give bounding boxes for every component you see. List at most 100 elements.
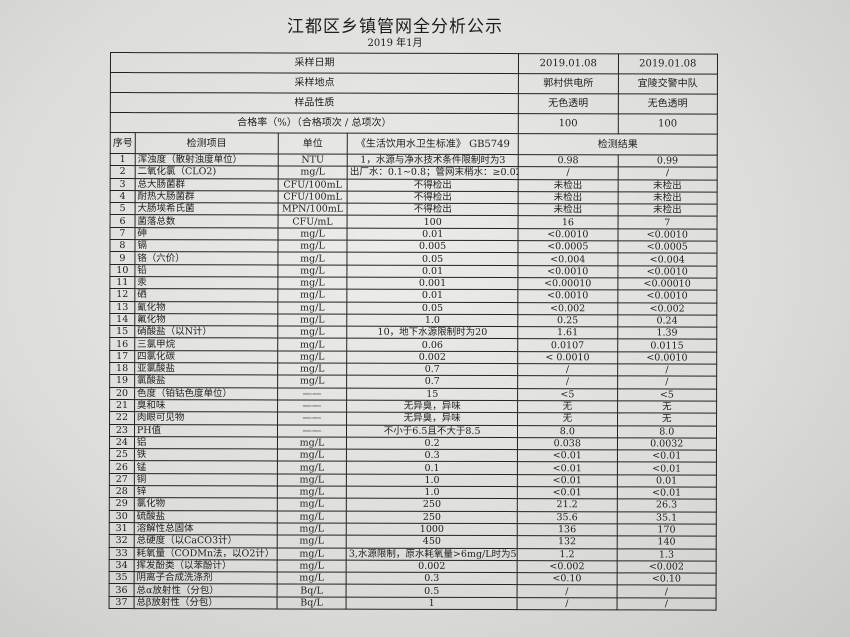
cell-result-2: <0.002 (617, 302, 717, 315)
table-row: 36 总α放射性（分包） Bq/L 0.5// (109, 583, 717, 598)
meta-row: 样品性质 无色透明 无色透明 (110, 92, 718, 115)
cell-item: 砷 (134, 227, 278, 241)
cell-standard: 450 (346, 535, 518, 549)
cell-result-2: 0.01 (616, 474, 717, 488)
cell-result-2: 35.1 (616, 511, 717, 524)
cell-seq: 23 (109, 424, 135, 437)
cell-unit: mg/L (277, 264, 348, 278)
cell-item: 耐热大肠菌群 (134, 190, 278, 204)
cell-item: PH值 (134, 424, 278, 437)
cell-result-1: <0.0010 (518, 265, 618, 278)
cell-item: 汞 (134, 276, 278, 290)
cell-result-2: <0.0010 (617, 290, 717, 303)
cell-result-1: <0.0005 (518, 240, 618, 254)
cell-item: 亚氯酸盐 (134, 362, 278, 376)
cell-seq: 31 (109, 522, 135, 535)
cell-seq: 10 (109, 264, 135, 277)
cell-seq: 20 (109, 387, 135, 400)
cell-seq: 19 (109, 374, 135, 388)
cell-unit: mg/L (277, 289, 348, 302)
water-analysis-table: 采样日期 2019.01.08 2019.01.08 采样地点 郭村供电所 宜陵交警中队样… (109, 52, 718, 611)
cell-result-1: 未检出 (518, 179, 618, 192)
cell-standard: 0.01 (347, 289, 518, 303)
table-row: 35 阴离子合成洗涤剂 mg/L 0.3 <0.10 <0.10 (109, 571, 717, 586)
cell-seq: 29 (109, 497, 135, 511)
cell-item: 色度（铂钴色度单位） (134, 387, 278, 400)
cell-standard: 250 (346, 510, 518, 524)
cell-result-2: <0.01 (616, 449, 717, 463)
cell-seq: 3 (110, 178, 136, 191)
cell-result-1: < 0.0010 (517, 351, 618, 364)
cell-standard: 250 (346, 498, 518, 512)
cell-item: 铁 (134, 448, 278, 462)
cell-standard: 0.05 (347, 301, 518, 315)
cell-result-2: 未检出 (617, 204, 718, 217)
cell-standard: 0.3 (346, 572, 518, 585)
cell-result-2: <0.0010 (617, 351, 717, 365)
cell-seq: 6 (110, 214, 135, 228)
cell-result-1: / (517, 375, 618, 389)
cell-standard: 0.002 (346, 350, 518, 364)
cell-unit: mg/L (277, 326, 347, 339)
meta-value-site-1: 郭村供电所 (518, 73, 618, 94)
cell-result-2: / (616, 585, 717, 598)
cell-seq: 1 (110, 153, 136, 166)
cell-seq: 8 (109, 239, 135, 252)
meta-row: 采样地点 郭村供电所 宜陵交警中队 (110, 72, 718, 95)
cell-result-1: <0.01 (517, 486, 617, 500)
cell-result-1: 35.6 (517, 511, 617, 524)
cell-unit: mg/L (276, 559, 347, 573)
cell-seq: 4 (110, 190, 135, 203)
cell-result-2: 0.0032 (616, 437, 717, 451)
cell-result-2: 1.3 (616, 548, 717, 561)
cell-result-1: 未检出 (518, 203, 618, 217)
cell-result-1: <0.002 (517, 560, 617, 573)
cell-result-1: / (517, 363, 618, 377)
cell-standard: 1 (346, 596, 518, 610)
cell-seq: 12 (109, 288, 135, 302)
cell-result-1: <0.0010 (518, 228, 618, 241)
cell-unit: mg/L (277, 338, 347, 351)
cell-unit: —— (277, 412, 347, 425)
cell-item: 耗氧量（CODMn法，以O2计） (134, 547, 278, 560)
cell-result-2: <0.01 (616, 462, 717, 475)
cell-standard: 15 (346, 387, 518, 401)
cell-standard: 不得检出 (347, 191, 519, 204)
cell-result-1: 136 (517, 523, 617, 537)
cell-item: 氯酸盐 (134, 374, 278, 388)
cell-standard: 0.2 (346, 436, 518, 450)
cell-seq: 5 (110, 202, 135, 216)
cell-unit: CFU/100mL (277, 178, 348, 192)
cell-result-1: <0.0010 (517, 289, 618, 303)
cell-result-2: <0.0010 (617, 265, 717, 279)
cell-item: 三氯甲烷 (134, 338, 278, 351)
cell-result-1: 1.2 (517, 548, 617, 561)
cell-seq: 14 (109, 313, 135, 326)
meta-label: 合格率（%）（合格项次 / 总项次） (110, 112, 519, 134)
meta-value-site-2: 100 (617, 113, 718, 135)
cell-item: 菌落总数 (134, 215, 278, 228)
cell-result-1: <0.01 (517, 474, 617, 487)
cell-unit: mg/L (277, 522, 347, 536)
cell-unit: mg/L (277, 535, 347, 548)
cell-result-1: 16 (518, 216, 618, 229)
cell-seq: 18 (109, 362, 135, 375)
cell-result-2: 无 (617, 413, 717, 426)
cell-result-2: 0.99 (617, 154, 718, 168)
cell-unit: mg/L (277, 240, 348, 253)
cell-result-1: 0.98 (518, 154, 618, 168)
meta-label: 样品性质 (110, 92, 519, 114)
cell-item: 铜 (134, 473, 278, 486)
cell-result-1: <0.004 (518, 252, 618, 266)
cell-result-2: / (616, 597, 717, 611)
cell-unit: MPN/100mL (277, 203, 348, 216)
cell-seq: 30 (109, 510, 135, 523)
cell-item: 铅 (134, 264, 278, 277)
cell-result-2: / (617, 376, 717, 389)
cell-seq: 9 (109, 251, 135, 265)
cell-result-2: <0.01 (616, 486, 717, 500)
cell-seq: 26 (109, 460, 135, 474)
cell-standard: 10，地下水源限制时为20 (346, 326, 518, 340)
cell-unit: mg/L (276, 572, 347, 585)
cell-unit: mg/L (276, 547, 347, 560)
